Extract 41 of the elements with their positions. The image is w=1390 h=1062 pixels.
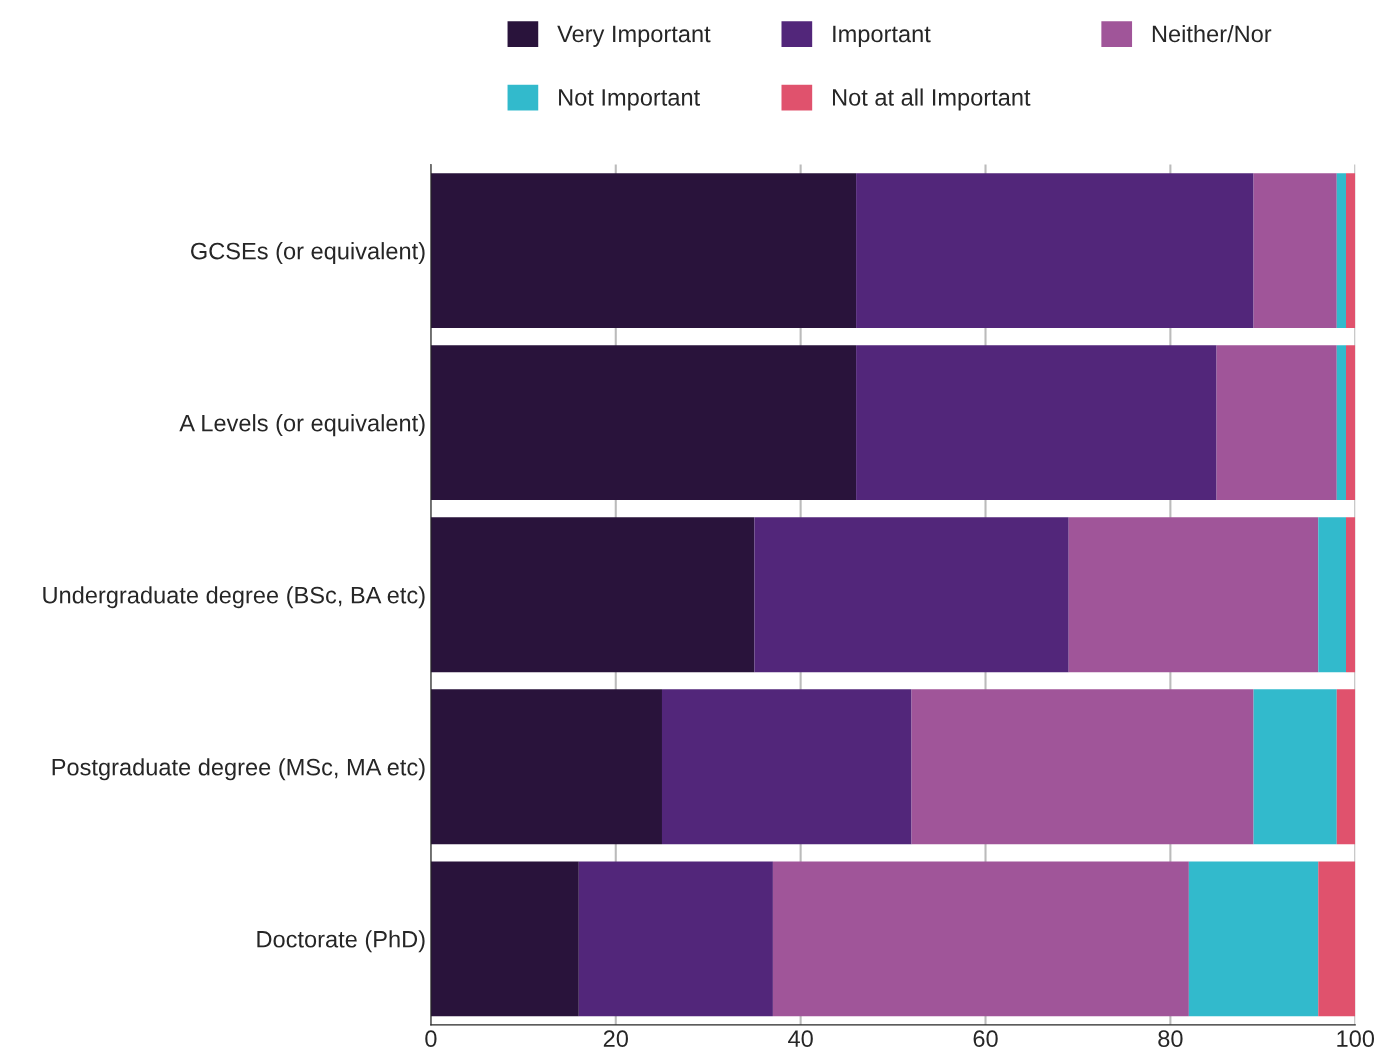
legend-label: Very Important bbox=[557, 25, 711, 47]
legend-label: Not at all Important bbox=[833, 88, 1031, 111]
bar bbox=[1253, 689, 1337, 845]
x-tick-label: 20 bbox=[603, 1030, 628, 1048]
bar bbox=[661, 689, 912, 845]
legend-label: Not Important bbox=[559, 89, 700, 111]
y-tick-label: GCSEs (or equivalent) bbox=[191, 242, 425, 265]
bar bbox=[856, 345, 1217, 501]
bar bbox=[430, 173, 857, 329]
bar bbox=[1346, 345, 1356, 501]
bar bbox=[1188, 861, 1319, 1017]
bar bbox=[430, 517, 755, 673]
x-tick-label: 100 bbox=[1337, 1030, 1375, 1048]
bar bbox=[754, 517, 1069, 673]
bar bbox=[430, 345, 857, 501]
y-tick-label: Doctorate (PhD) bbox=[257, 930, 425, 953]
bar bbox=[1346, 517, 1356, 673]
bar bbox=[1336, 689, 1356, 845]
legend-label: Important bbox=[833, 25, 931, 47]
bar bbox=[1318, 517, 1347, 673]
bar bbox=[1336, 173, 1347, 329]
bar bbox=[911, 689, 1254, 845]
y-tick-label: Undergraduate degree (BSc, BA etc) bbox=[43, 586, 425, 609]
bar bbox=[856, 173, 1254, 329]
x-tick-label: 60 bbox=[973, 1030, 998, 1048]
y-tick-label: Postgraduate degree (MSc, MA etc) bbox=[52, 758, 425, 781]
x-tick-label: 80 bbox=[1158, 1030, 1183, 1048]
bar bbox=[1318, 861, 1356, 1017]
x-tick-label: 0 bbox=[425, 1030, 437, 1048]
bar bbox=[1216, 345, 1337, 501]
legend-label: Neither/Nor bbox=[1152, 24, 1272, 43]
bar bbox=[1068, 517, 1319, 673]
bar bbox=[430, 861, 579, 1017]
x-tick-label: 40 bbox=[788, 1030, 813, 1048]
bar bbox=[1346, 173, 1356, 329]
y-tick-label: A Levels (or equivalent) bbox=[179, 414, 425, 437]
bar bbox=[1336, 345, 1347, 501]
bar bbox=[772, 861, 1189, 1017]
bar bbox=[430, 689, 662, 845]
bar bbox=[1253, 173, 1337, 329]
bar bbox=[578, 861, 773, 1017]
